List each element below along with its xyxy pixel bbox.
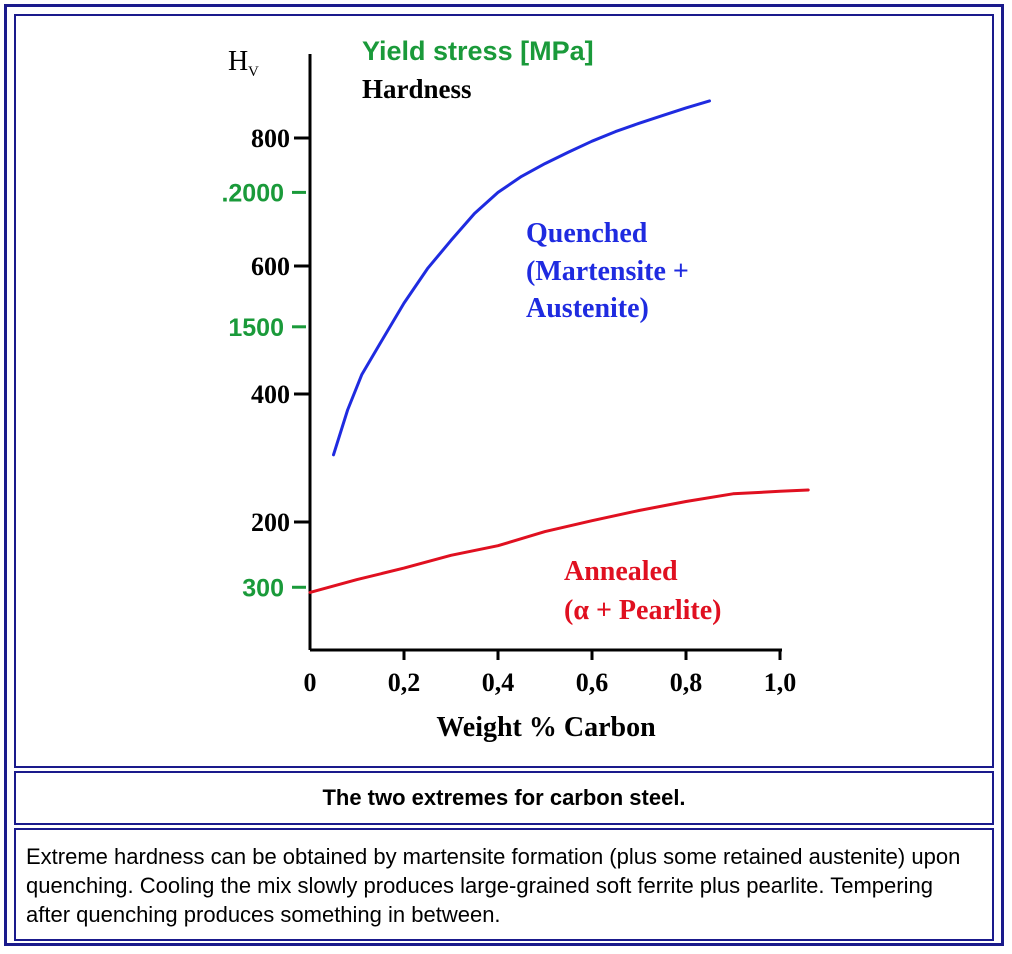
x-tick-label: 1,0	[764, 668, 797, 697]
hardness-tick-label: 600	[251, 252, 290, 281]
x-tick-label: 0,4	[482, 668, 515, 697]
hardness-tick-label: 800	[251, 124, 290, 153]
quenched-label: Quenched	[526, 218, 648, 249]
y-axis-title-subscript: V	[248, 64, 259, 80]
x-tick-label: 0,2	[388, 668, 421, 697]
quenched-label: (Martensite +	[526, 256, 689, 287]
annealed-label: (α + Pearlite)	[564, 595, 722, 626]
quenched-label: Austenite)	[526, 293, 649, 324]
hardness-tick-label: 200	[251, 508, 290, 537]
figure-description: Extreme hardness can be obtained by mart…	[26, 844, 961, 927]
legend-hardness: Hardness	[362, 74, 472, 104]
chart-panel: H V Yield stress [MPa] Hardness 800 600 400 200…	[14, 14, 994, 768]
hardness-tick-label: 400	[251, 380, 290, 409]
legend-yield-stress: Yield stress [MPa]	[362, 36, 594, 66]
annealed-label: Annealed	[564, 556, 678, 587]
y-axis-title: H	[228, 46, 248, 77]
x-tick-label: 0,6	[576, 668, 609, 697]
x-tick-label: 0	[304, 668, 317, 697]
figure-frame: H V Yield stress [MPa] Hardness 800 600 400 200…	[4, 4, 1004, 946]
x-axis-title: Weight % Carbon	[436, 712, 656, 743]
hardness-chart: H V Yield stress [MPa] Hardness 800 600 400 200…	[221, 36, 810, 743]
figure-caption: The two extremes for carbon steel.	[322, 785, 686, 810]
annealed-curve	[308, 488, 810, 594]
yield-tick-label: .2000	[221, 179, 284, 207]
caption-panel: The two extremes for carbon steel.	[14, 771, 994, 825]
yield-tick-label: 1500	[228, 314, 284, 342]
yield-tick-label: 300	[242, 574, 284, 602]
description-panel: Extreme hardness can be obtained by mart…	[14, 828, 994, 941]
x-tick-label: 0,8	[670, 668, 703, 697]
quenched-curve	[332, 99, 711, 457]
